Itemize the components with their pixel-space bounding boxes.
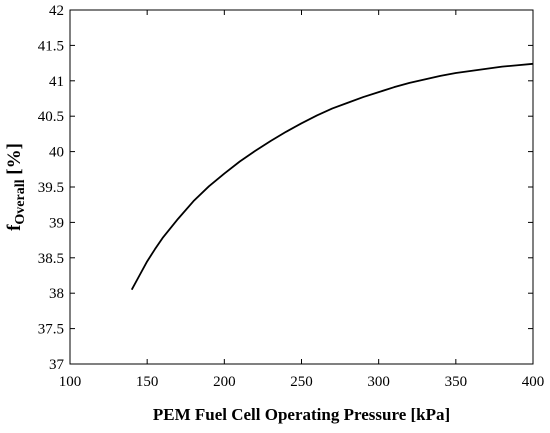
y-axis-ticks: 37 37.5 38 38.5 39 39.5 40 40.5 41 41.5 42 bbox=[38, 3, 533, 373]
x-tick-label: 200 bbox=[213, 374, 236, 390]
x-tick-label: 150 bbox=[136, 374, 159, 390]
y-tick-label: 40 bbox=[49, 145, 64, 161]
x-tick-label: 100 bbox=[59, 374, 82, 390]
x-axis-title: PEM Fuel Cell Operating Pressure [kPa] bbox=[153, 405, 450, 424]
y-tick-label: 41 bbox=[49, 74, 64, 90]
y-tick-label: 38.5 bbox=[38, 251, 64, 267]
y-tick-label: 42 bbox=[49, 3, 64, 19]
y-axis-title: fOverall [%] bbox=[4, 143, 28, 231]
x-tick-label: 350 bbox=[445, 374, 468, 390]
x-tick-label: 400 bbox=[522, 374, 545, 390]
y-tick-label: 37 bbox=[49, 357, 65, 373]
x-tick-label: 300 bbox=[367, 374, 390, 390]
x-tick-label: 250 bbox=[290, 374, 313, 390]
y-axis-title-main: f bbox=[4, 224, 25, 231]
y-tick-label: 41.5 bbox=[38, 38, 64, 54]
y-tick-label: 39 bbox=[49, 215, 64, 231]
y-axis-title-subscript: Overall bbox=[13, 179, 28, 224]
series-line bbox=[130, 62, 534, 291]
x-axis-ticks: 100 150 200 250 300 350 400 bbox=[59, 10, 545, 390]
y-tick-label: 37.5 bbox=[38, 322, 64, 338]
plot-frame bbox=[69, 9, 534, 365]
y-tick-label: 40.5 bbox=[38, 109, 64, 125]
y-tick-label: 39.5 bbox=[38, 180, 64, 196]
y-tick-label: 38 bbox=[49, 286, 64, 302]
series-layer bbox=[130, 62, 534, 291]
y-axis-title-unit: [%] bbox=[4, 143, 25, 179]
